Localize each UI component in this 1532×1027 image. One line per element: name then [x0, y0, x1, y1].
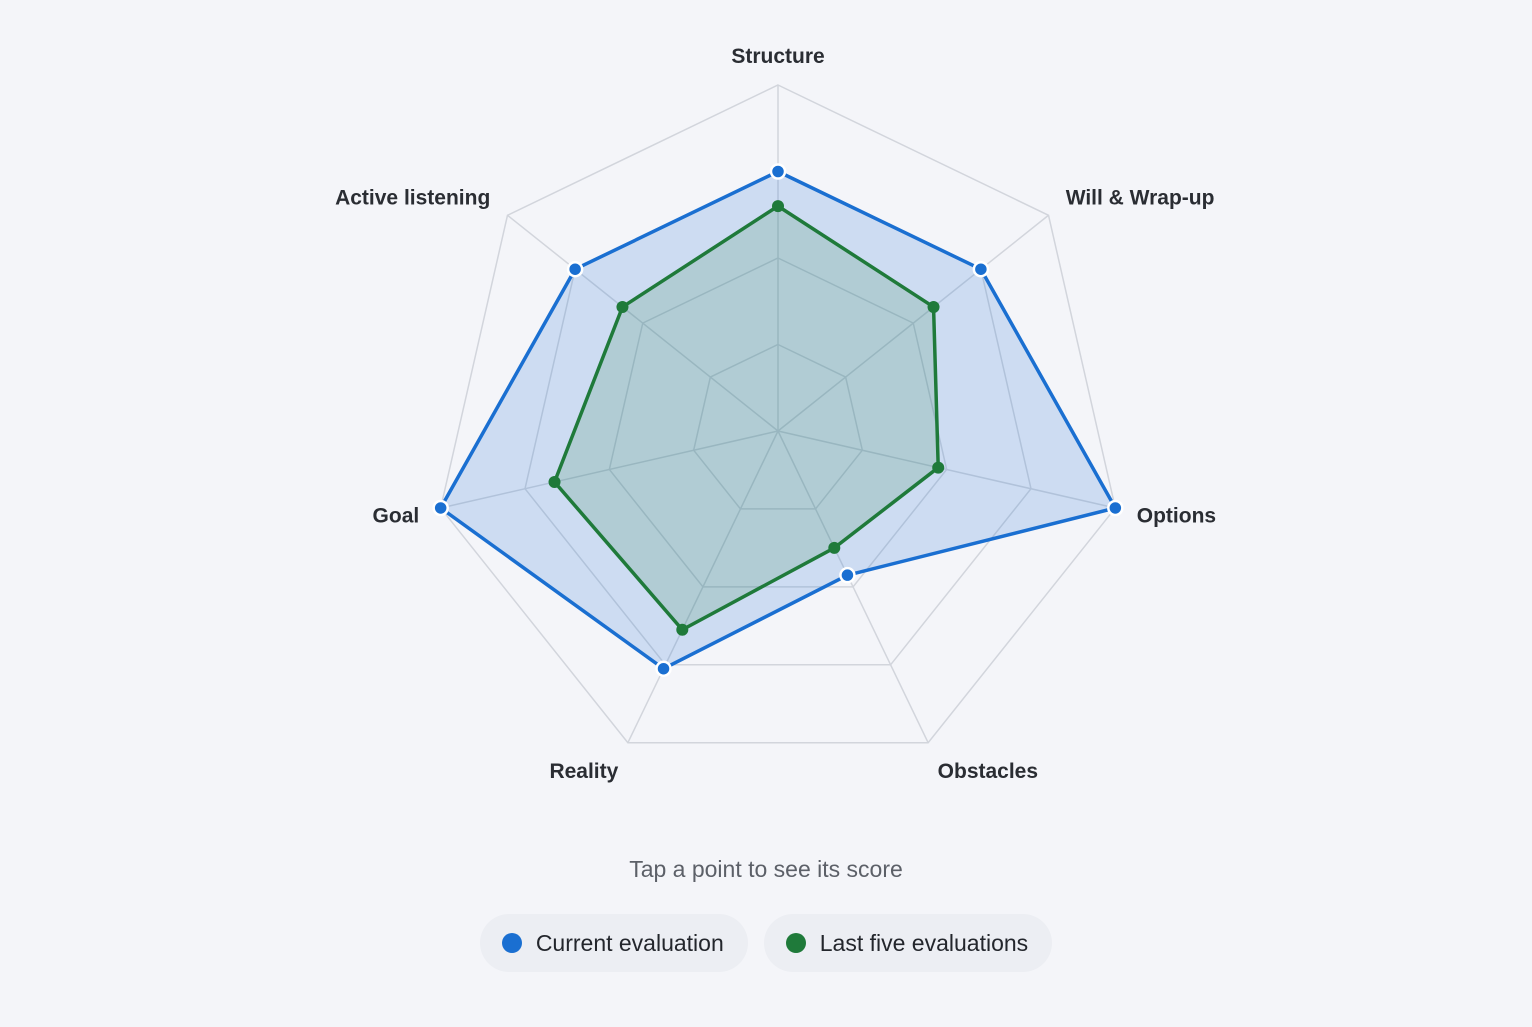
axis-label-structure: Structure	[731, 45, 824, 68]
data-point-current-evaluation-goal[interactable]	[432, 499, 449, 517]
grid-ring	[692, 343, 864, 510]
data-point-current-evaluation-will-wrap-up[interactable]	[972, 260, 990, 278]
data-point-last-five-evaluations-options[interactable]	[932, 461, 945, 474]
axis-spoke-reality	[627, 430, 779, 744]
data-point-last-five-evaluations-obstacles[interactable]	[828, 541, 841, 554]
data-point-current-evaluation-active-listening[interactable]	[566, 260, 584, 278]
legend-item-current-evaluation[interactable]: Current evaluation	[479, 914, 748, 972]
radar-chart: Structure Will & Wrap-up Options Obstacles R…	[335, 45, 1216, 783]
legend-item-last-five-evaluations[interactable]: Last five evaluations	[763, 914, 1053, 972]
data-point-current-evaluation-obstacles[interactable]	[839, 566, 856, 584]
data-point-last-five-evaluations-will-wrap-up[interactable]	[927, 300, 940, 313]
data-point-last-five-evaluations-reality[interactable]	[676, 623, 689, 636]
legend-dot-icon	[785, 933, 806, 953]
data-point-last-five-evaluations-structure[interactable]	[772, 200, 784, 213]
data-point-last-five-evaluations-active-listening[interactable]	[616, 300, 629, 313]
legend: Current evaluation Last five evaluations	[0, 914, 1532, 972]
axis-label-options: Options	[1137, 505, 1216, 528]
axis-label-reality: Reality	[549, 760, 618, 783]
grid-ring	[524, 170, 1032, 666]
axis-label-will-wrap-up: Will & Wrap-up	[1066, 187, 1215, 210]
grid-ring	[608, 257, 948, 588]
data-point-current-evaluation-options[interactable]	[1107, 499, 1124, 517]
legend-label: Current evaluation	[535, 929, 724, 956]
grid-ring	[439, 84, 1117, 744]
axis-label-goal: Goal	[373, 505, 420, 528]
data-point-current-evaluation-structure[interactable]	[769, 163, 787, 180]
axis-spoke-options	[777, 430, 1116, 509]
axis-spoke-active-listening	[507, 214, 779, 432]
axis-spoke-will-wrap-up	[777, 214, 1049, 432]
legend-dot-icon	[501, 933, 522, 953]
series-area-last-five-evaluations	[552, 204, 940, 632]
data-point-current-evaluation-reality[interactable]	[655, 660, 672, 677]
axis-label-obstacles: Obstacles	[938, 760, 1038, 783]
axis-label-active-listening: Active listening	[335, 187, 490, 210]
hint-text: Tap a point to see its score	[629, 856, 903, 882]
data-point-last-five-evaluations-goal[interactable]	[548, 476, 561, 489]
axis-spoke-goal	[440, 430, 779, 509]
axis-spoke-obstacles	[777, 430, 929, 744]
legend-label: Last five evaluations	[819, 929, 1029, 956]
